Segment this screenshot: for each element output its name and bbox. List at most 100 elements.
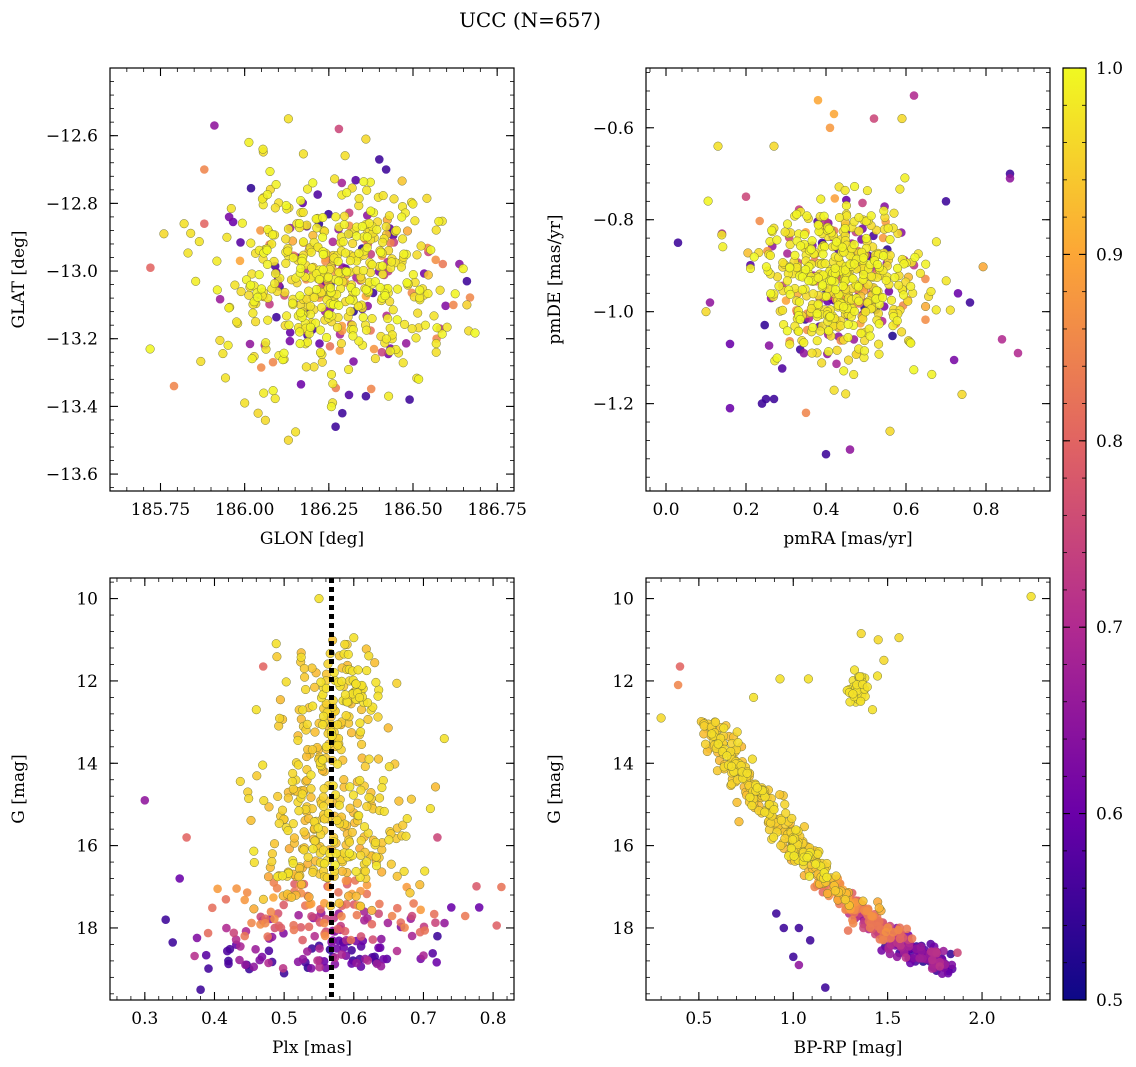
data-point — [808, 322, 818, 333]
data-point — [899, 259, 909, 269]
data-point — [1026, 591, 1036, 602]
data-point — [333, 924, 343, 934]
data-point — [359, 822, 370, 832]
data-point — [304, 892, 314, 902]
data-point — [957, 389, 967, 399]
data-point — [878, 233, 888, 243]
data-point — [328, 379, 338, 389]
data-point — [277, 871, 288, 881]
data-point — [878, 935, 888, 945]
data-point — [381, 165, 391, 174]
data-point — [270, 278, 280, 289]
data-point — [872, 286, 882, 296]
data-point — [374, 909, 384, 918]
data-point — [719, 723, 729, 733]
data-point — [867, 911, 876, 921]
data-point — [372, 959, 382, 968]
data-point — [333, 256, 343, 267]
data-point — [371, 677, 381, 687]
data-point — [472, 882, 481, 891]
data-point — [224, 959, 233, 969]
data-point — [397, 176, 407, 186]
data-point — [778, 258, 788, 268]
data-point — [362, 185, 372, 195]
data-point — [345, 782, 355, 792]
data-point — [240, 895, 249, 905]
data-point — [283, 435, 293, 445]
data-point — [849, 665, 860, 675]
data-point — [226, 203, 236, 214]
y-tick-label: −1.2 — [593, 395, 634, 415]
data-point — [259, 796, 269, 806]
data-point — [344, 891, 354, 901]
data-point — [313, 956, 322, 965]
data-point — [334, 936, 344, 945]
data-point — [332, 759, 343, 769]
data-point — [375, 282, 385, 293]
data-point — [873, 921, 882, 931]
colorbar-tick-label: 0.8 — [1096, 432, 1123, 452]
data-point — [146, 263, 155, 273]
data-point — [347, 946, 356, 955]
data-point — [305, 301, 315, 311]
y-tick-label: −13.4 — [46, 397, 98, 417]
data-point — [734, 817, 744, 827]
data-point — [383, 918, 393, 928]
data-point — [313, 190, 323, 199]
data-point — [928, 955, 937, 965]
data-point — [264, 958, 273, 968]
data-point — [861, 307, 871, 317]
data-point — [389, 194, 399, 204]
data-point — [423, 270, 433, 280]
data-point — [362, 243, 372, 253]
data-point — [230, 280, 240, 290]
data-point — [339, 775, 349, 785]
data-point — [298, 149, 308, 159]
data-point — [428, 949, 438, 958]
data-point — [407, 324, 417, 334]
data-point — [749, 692, 759, 702]
data-point — [442, 322, 452, 332]
data-point — [717, 230, 727, 240]
data-point — [782, 326, 792, 336]
data-point — [258, 894, 268, 904]
data-point — [294, 872, 304, 882]
data-point — [348, 790, 358, 800]
data-point — [264, 802, 274, 812]
data-point — [318, 213, 328, 223]
axes-frame — [645, 577, 1051, 1001]
data-point — [334, 888, 343, 897]
data-point — [262, 245, 272, 255]
data-point — [318, 792, 328, 802]
data-point — [361, 325, 372, 335]
data-point — [849, 240, 859, 250]
data-point — [375, 155, 384, 164]
data-point — [761, 262, 771, 272]
data-point — [308, 867, 318, 877]
data-point — [865, 331, 875, 341]
data-point — [850, 181, 860, 192]
data-point — [420, 866, 430, 876]
data-point — [384, 762, 394, 772]
data-point — [462, 300, 472, 310]
data-point — [816, 194, 826, 204]
data-point — [360, 916, 369, 925]
data-point — [253, 408, 263, 418]
data-point — [300, 672, 310, 682]
data-point — [204, 964, 213, 973]
data-point — [356, 727, 366, 737]
data-point — [306, 899, 316, 908]
data-point — [349, 633, 359, 643]
data-point — [249, 846, 259, 856]
data-point — [435, 285, 445, 295]
data-point — [345, 256, 355, 266]
data-point — [710, 717, 721, 727]
data-point — [772, 235, 782, 245]
data-point — [364, 651, 374, 661]
data-point — [783, 249, 792, 258]
data-point — [722, 751, 732, 761]
data-point — [175, 874, 184, 883]
data-point — [829, 385, 839, 395]
x-tick-label: 186.50 — [383, 500, 442, 520]
data-point — [820, 259, 830, 269]
